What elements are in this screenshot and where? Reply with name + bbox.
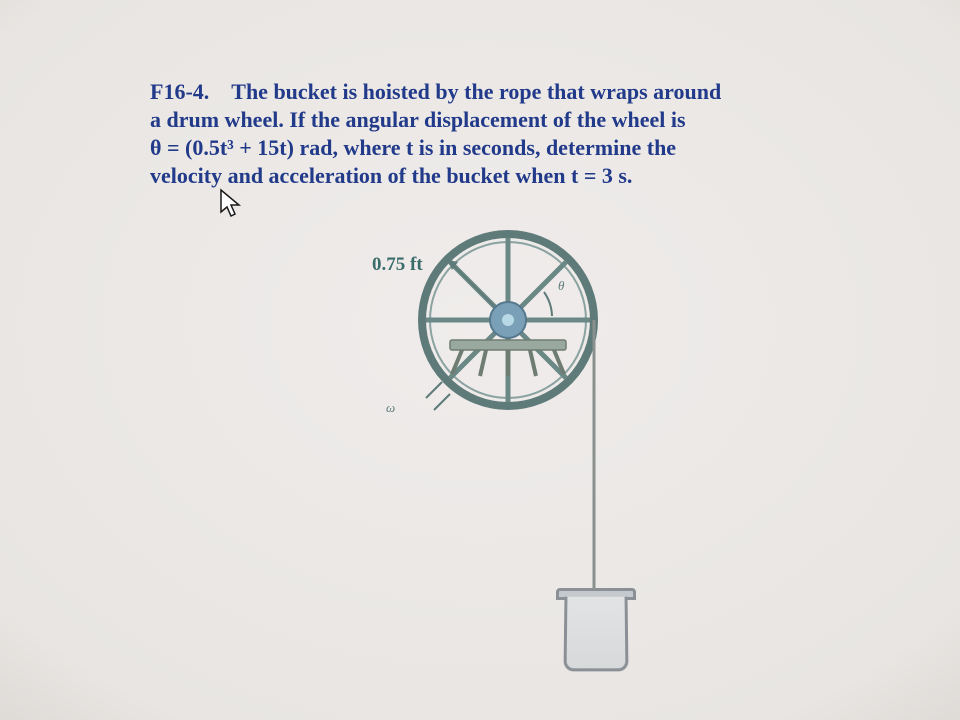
theta-label: θ: [558, 278, 564, 294]
bucket-body: [564, 597, 629, 672]
problem-figure: 0.75 ft: [368, 222, 788, 702]
monitor-photo-surface: F16-4. The bucket is hoisted by the rope …: [0, 0, 960, 720]
textbook-page: F16-4. The bucket is hoisted by the rope …: [150, 56, 850, 213]
problem-number: F16-4.: [150, 79, 209, 104]
problem-line-2: a drum wheel. If the angular displacemen…: [150, 107, 686, 132]
drum-wheel-diagram: [368, 222, 668, 462]
problem-line-4: velocity and acceleration of the bucket …: [150, 163, 632, 188]
omega-label: ω: [386, 400, 395, 416]
problem-statement: F16-4. The bucket is hoisted by the rope …: [150, 78, 850, 191]
bucket: [558, 588, 634, 674]
problem-line-3: θ = (0.5t³ + 15t) rad, where t is in sec…: [150, 135, 676, 160]
problem-line-1: The bucket is hoisted by the rope that w…: [231, 79, 721, 104]
